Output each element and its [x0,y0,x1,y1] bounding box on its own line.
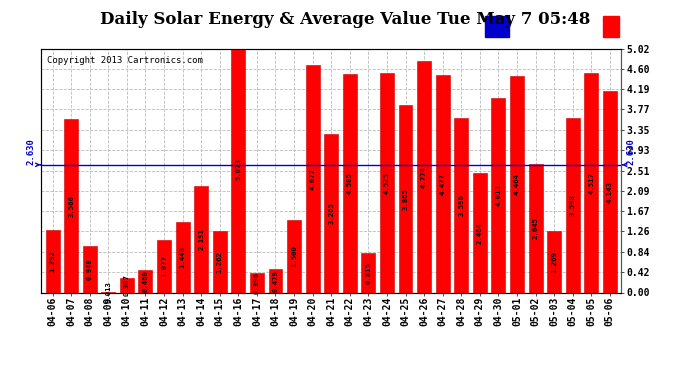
Bar [306,65,319,292]
Text: 0.479: 0.479 [273,270,279,292]
Bar [83,246,97,292]
Bar [399,105,413,292]
Bar [268,269,282,292]
Bar [176,222,190,292]
Bar [46,230,59,292]
Bar [250,273,264,292]
Bar [324,134,338,292]
Text: 1.448: 1.448 [179,246,186,268]
Bar [120,278,134,292]
Text: 2.191: 2.191 [198,228,204,250]
Bar [529,164,542,292]
Text: 1.500: 1.500 [291,245,297,267]
Text: 4.464: 4.464 [514,173,520,195]
Bar [139,270,152,292]
Text: 0.460: 0.460 [142,270,148,292]
Text: 4.143: 4.143 [607,181,613,203]
Text: 1.292: 1.292 [50,250,56,272]
Bar [510,76,524,292]
Bar [603,92,617,292]
Bar [473,173,486,292]
Bar [435,75,450,292]
Bar [603,16,619,37]
Text: 4.477: 4.477 [440,173,446,195]
Bar [194,186,208,292]
Text: Copyright 2013 Cartronics.com: Copyright 2013 Cartronics.com [47,56,203,65]
Text: 2.630: 2.630 [627,138,636,165]
Text: Average  ($): Average ($) [511,22,575,31]
Bar [584,73,598,292]
Text: 2.630: 2.630 [26,138,36,165]
Bar [64,119,78,292]
Text: 3.865: 3.865 [402,188,408,210]
Bar [343,74,357,292]
Bar [231,46,245,292]
Text: 4.525: 4.525 [384,172,390,194]
Text: 4.517: 4.517 [589,172,594,194]
Bar [485,16,509,37]
Text: 3.596: 3.596 [458,194,464,216]
Text: 4.677: 4.677 [310,168,315,190]
Bar [157,240,171,292]
Text: 0.948: 0.948 [87,258,92,280]
Bar [547,231,561,292]
Text: 4.774: 4.774 [421,166,427,188]
Bar [491,98,505,292]
Text: 2.464: 2.464 [477,222,483,244]
Text: 3.265: 3.265 [328,202,334,224]
Text: 5.073: 5.073 [235,158,242,180]
Bar [566,118,580,292]
Text: Daily  ($): Daily ($) [621,22,675,31]
Bar [380,73,394,292]
Text: 0.815: 0.815 [365,262,371,284]
Text: 2.645: 2.645 [533,217,539,239]
Text: 1.077: 1.077 [161,255,167,277]
Text: 1.262: 1.262 [217,251,223,273]
Text: 4.013: 4.013 [495,184,502,206]
Text: 3.566: 3.566 [68,195,74,217]
Text: 3.598: 3.598 [570,194,575,216]
Text: 0.013: 0.013 [106,281,111,303]
Bar [213,231,227,292]
Bar [454,118,469,292]
Bar [362,253,375,292]
Text: 0.307: 0.307 [124,274,130,296]
Text: 0.396: 0.396 [254,272,260,294]
Text: 1.269: 1.269 [551,251,557,273]
Text: Daily Solar Energy & Average Value Tue May 7 05:48: Daily Solar Energy & Average Value Tue M… [100,11,590,28]
Bar [287,220,301,292]
Bar [417,61,431,292]
Text: 4.505: 4.505 [347,172,353,194]
